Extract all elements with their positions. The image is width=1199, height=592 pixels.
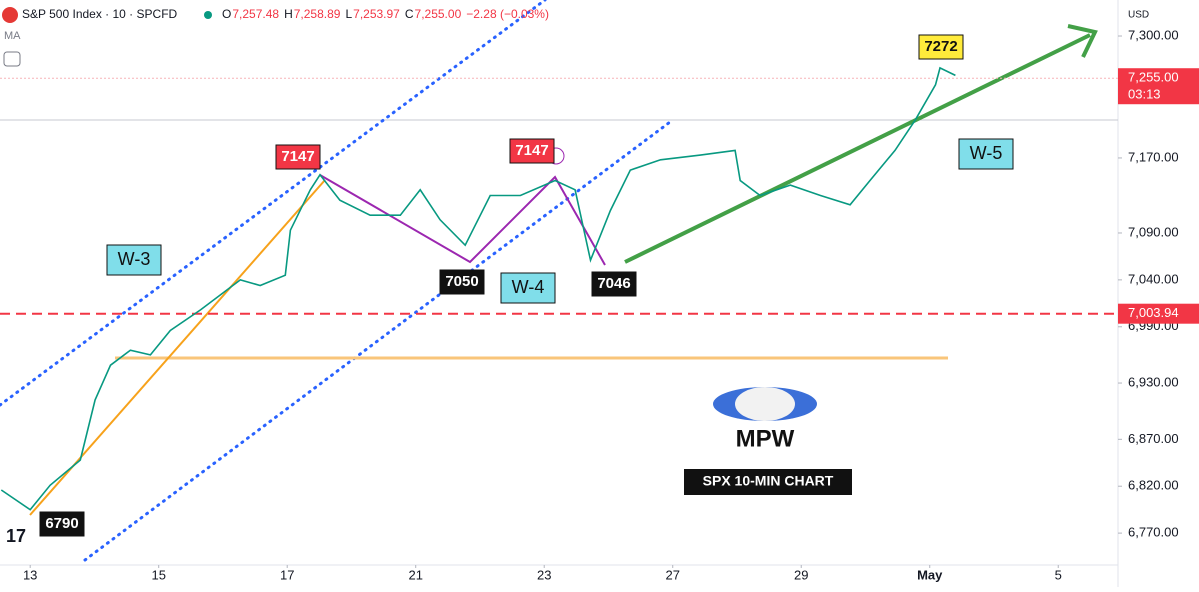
wave-name: W-4 <box>512 277 545 297</box>
y-tick-label: 6,930.00 <box>1128 374 1179 389</box>
wave-label: 7147 <box>281 148 314 165</box>
x-tick-label: 5 <box>1055 567 1062 582</box>
ohlc-value: 7,257.48 <box>232 7 279 21</box>
arrow-head <box>1067 24 1098 58</box>
ohlc-key: O <box>222 7 231 21</box>
channel-line <box>83 120 672 562</box>
x-tick-label: May <box>917 567 943 582</box>
x-tick-label: 23 <box>537 567 551 582</box>
y-tick-label: 7,300.00 <box>1128 27 1179 42</box>
ohlc-key: C <box>405 7 414 21</box>
x-tick-label: 21 <box>408 567 422 582</box>
tv-logo: 17 <box>6 526 26 546</box>
x-tick-label: 13 <box>23 567 37 582</box>
trend-line <box>29 179 326 516</box>
wave-label-box <box>275 144 321 170</box>
wave-name: W-5 <box>970 143 1003 163</box>
wave-label-box <box>509 138 555 164</box>
caption: SPX 10-MIN CHART <box>703 473 834 489</box>
wave-label: 7046 <box>597 275 630 292</box>
wave-line <box>319 174 606 266</box>
status-dot <box>204 11 212 19</box>
ohlc-key: H <box>284 7 293 21</box>
ohlc-value: 7,258.89 <box>294 7 341 21</box>
ohlc-value: 7,255.00 <box>415 7 462 21</box>
price-series <box>0 66 956 511</box>
logo-text: MPW <box>736 425 795 452</box>
change: −2.28 (−0.03%) <box>466 7 549 21</box>
wave-label-box <box>591 271 637 297</box>
arrow <box>624 33 1091 264</box>
collapse-button[interactable] <box>3 51 21 67</box>
wave-name: W-3 <box>118 249 151 269</box>
ohlc-value: 7,253.97 <box>353 7 400 21</box>
wave-label-box <box>918 34 964 60</box>
last-price-box <box>1118 68 1199 105</box>
x-tick-label: 27 <box>665 567 679 582</box>
x-tick-label: 15 <box>151 567 165 582</box>
wave-label-box <box>39 511 85 537</box>
y-tick-label: 6,870.00 <box>1128 431 1179 446</box>
x-tick-label: 29 <box>794 567 808 582</box>
wave-name-box <box>500 272 556 304</box>
y-tick-label: 7,040.00 <box>1128 271 1179 286</box>
countdown: 03:13 <box>1128 87 1161 102</box>
wave-name-box <box>106 244 162 276</box>
wave-label-box <box>439 269 485 295</box>
logo-face <box>735 387 795 421</box>
price-box-label: 7,003.94 <box>1128 305 1179 320</box>
wave-label: 7050 <box>445 273 478 290</box>
y-tick-label: 7,090.00 <box>1128 224 1179 239</box>
wave-label: 7272 <box>924 38 957 55</box>
price-box <box>1118 303 1199 324</box>
symbol-icon <box>2 7 18 23</box>
wave-label: 6790 <box>45 515 78 532</box>
last-price-label: 7,255.00 <box>1128 70 1179 85</box>
y-tick-label: 6,770.00 <box>1128 525 1179 540</box>
caption-box <box>684 469 852 495</box>
indicator: MA <box>4 30 21 42</box>
wave-name-box <box>958 138 1014 170</box>
symbol-title: S&P 500 Index · 10 · SPCFD <box>22 7 178 21</box>
y-tick-label: 6,820.00 <box>1128 478 1179 493</box>
wave-label: 7147 <box>515 142 548 159</box>
ohlc-key: L <box>345 7 352 21</box>
currency: USD <box>1128 10 1149 21</box>
channel-line <box>0 0 547 407</box>
x-tick-label: 17 <box>280 567 294 582</box>
y-tick-label: 7,170.00 <box>1128 149 1179 164</box>
